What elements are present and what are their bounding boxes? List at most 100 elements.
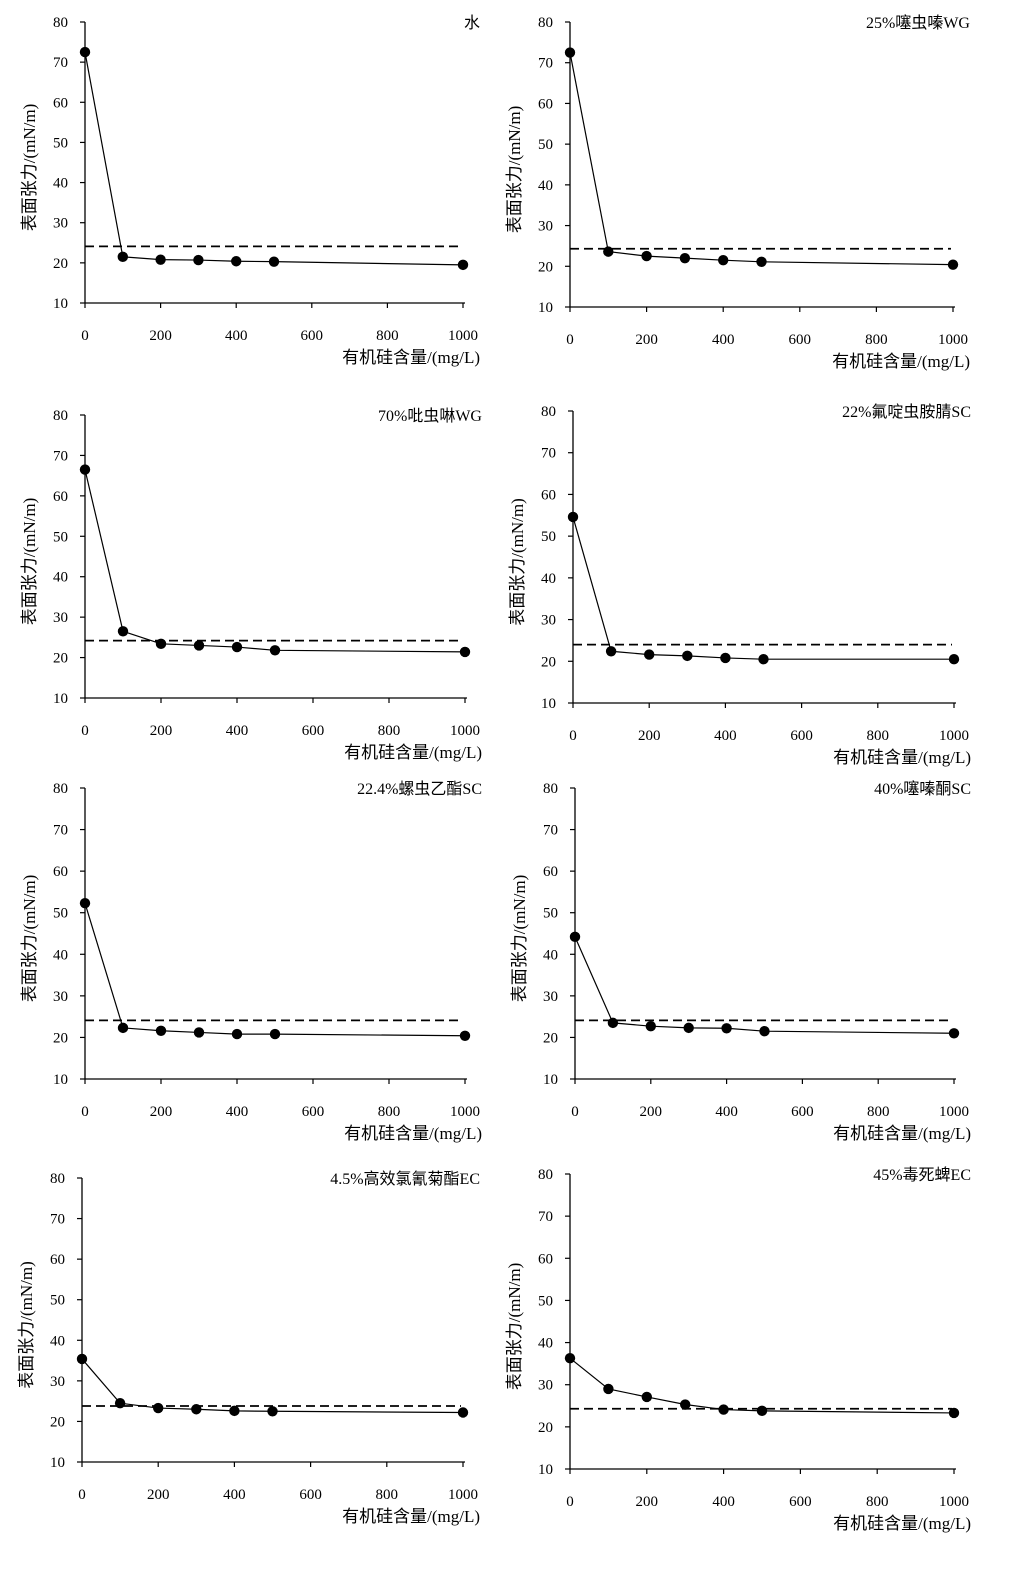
data-point bbox=[269, 645, 281, 656]
data-point bbox=[948, 1028, 960, 1039]
y-tick-label: 50 bbox=[538, 137, 553, 153]
series-line bbox=[81, 1358, 464, 1414]
data-point bbox=[269, 1028, 281, 1040]
x-axis-label: 有机硅含量/(mg/L) bbox=[342, 1507, 480, 1526]
y-tick-label: 60 bbox=[541, 487, 556, 503]
y-tick-label: 80 bbox=[538, 15, 553, 31]
data-point bbox=[193, 254, 204, 266]
x-tick-label: 1000 bbox=[448, 328, 478, 344]
data-point bbox=[117, 251, 128, 263]
series-line bbox=[569, 52, 954, 266]
x-tick-label: 800 bbox=[867, 728, 890, 744]
data-point bbox=[641, 1391, 652, 1403]
y-tick-label: 10 bbox=[543, 1072, 558, 1088]
data-point bbox=[756, 1405, 768, 1417]
data-point bbox=[641, 250, 652, 262]
data-point bbox=[153, 1402, 164, 1414]
y-tick-label: 30 bbox=[50, 1374, 65, 1390]
x-tick-label: 200 bbox=[636, 1494, 659, 1510]
data-point bbox=[948, 1407, 960, 1419]
data-point bbox=[79, 46, 91, 58]
series-line bbox=[574, 936, 955, 1034]
x-axis-label: 有机硅含量/(mg/L) bbox=[344, 1124, 482, 1143]
y-tick-label: 80 bbox=[53, 15, 68, 31]
y-tick-label: 20 bbox=[53, 651, 68, 667]
x-tick-label: 200 bbox=[150, 723, 173, 739]
y-tick-label: 20 bbox=[538, 1420, 553, 1436]
x-tick-label: 0 bbox=[81, 328, 89, 344]
x-axis-label: 有机硅含量/(mg/L) bbox=[833, 748, 971, 767]
data-point bbox=[229, 1405, 240, 1417]
y-tick-label: 70 bbox=[538, 56, 553, 72]
x-tick-label: 800 bbox=[867, 1104, 890, 1120]
data-point bbox=[721, 1023, 732, 1034]
x-tick-label: 1000 bbox=[939, 728, 969, 744]
y-tick-label: 30 bbox=[53, 610, 68, 626]
data-point bbox=[267, 1406, 278, 1417]
y-tick-label: 50 bbox=[53, 529, 68, 545]
x-tick-label: 400 bbox=[226, 723, 249, 739]
data-point bbox=[114, 1397, 126, 1409]
x-axis-label: 有机硅含量/(mg/L) bbox=[342, 348, 480, 367]
y-tick-label: 40 bbox=[541, 571, 556, 587]
y-tick-label: 60 bbox=[538, 1251, 553, 1267]
y-tick-label: 60 bbox=[53, 489, 68, 505]
x-tick-label: 600 bbox=[790, 728, 813, 744]
data-point bbox=[231, 1028, 243, 1040]
y-tick-label: 30 bbox=[53, 216, 68, 232]
y-tick-label: 20 bbox=[541, 654, 556, 670]
y-tick-label: 20 bbox=[50, 1414, 65, 1430]
data-point bbox=[645, 1021, 656, 1032]
data-point bbox=[679, 252, 691, 264]
x-tick-label: 400 bbox=[225, 328, 248, 344]
chart-title: 70%吡虫啉WG bbox=[378, 407, 482, 425]
x-tick-label: 400 bbox=[714, 728, 737, 744]
y-tick-label: 40 bbox=[53, 570, 68, 586]
y-tick-label: 80 bbox=[53, 781, 68, 797]
x-tick-label: 1000 bbox=[450, 1104, 480, 1120]
y-tick-label: 80 bbox=[538, 1167, 553, 1183]
y-axis-label: 表面张力/(mN/m) bbox=[17, 1261, 36, 1389]
y-tick-label: 20 bbox=[543, 1030, 558, 1046]
x-tick-label: 600 bbox=[302, 1104, 325, 1120]
y-tick-label: 50 bbox=[53, 906, 68, 922]
data-point bbox=[459, 1030, 471, 1041]
y-tick-label: 70 bbox=[541, 446, 556, 462]
data-point bbox=[607, 1017, 619, 1029]
x-tick-label: 600 bbox=[789, 332, 812, 348]
x-tick-label: 200 bbox=[635, 332, 658, 348]
x-tick-label: 800 bbox=[378, 723, 401, 739]
data-point bbox=[457, 1407, 469, 1418]
data-point bbox=[155, 1025, 167, 1036]
data-point bbox=[268, 256, 280, 267]
data-point bbox=[459, 646, 471, 658]
y-axis-label: 表面张力/(mN/m) bbox=[510, 875, 529, 1003]
chart-title: 22%氟啶虫胺腈SC bbox=[842, 403, 971, 421]
x-tick-label: 1000 bbox=[450, 723, 480, 739]
y-axis-label: 表面张力/(mN/m) bbox=[508, 498, 527, 626]
chart-title: 25%噻虫嗪WG bbox=[866, 13, 970, 32]
y-tick-label: 30 bbox=[538, 1378, 553, 1394]
y-tick-label: 40 bbox=[50, 1333, 65, 1349]
y-tick-label: 20 bbox=[538, 259, 553, 275]
y-tick-label: 10 bbox=[538, 1462, 553, 1478]
y-tick-label: 20 bbox=[53, 256, 68, 272]
y-tick-label: 40 bbox=[53, 176, 68, 192]
data-point bbox=[193, 1027, 205, 1038]
y-tick-label: 60 bbox=[53, 95, 68, 111]
y-tick-label: 70 bbox=[50, 1212, 65, 1228]
x-axis-label: 有机硅含量/(mg/L) bbox=[833, 1124, 971, 1143]
x-tick-label: 200 bbox=[150, 1104, 173, 1120]
x-tick-label: 800 bbox=[376, 328, 399, 344]
x-tick-label: 0 bbox=[569, 728, 577, 744]
x-tick-label: 200 bbox=[640, 1104, 663, 1120]
x-tick-label: 0 bbox=[81, 723, 89, 739]
data-point bbox=[759, 1025, 770, 1037]
y-axis-label: 表面张力/(mN/m) bbox=[505, 1263, 524, 1391]
data-point bbox=[155, 254, 166, 265]
